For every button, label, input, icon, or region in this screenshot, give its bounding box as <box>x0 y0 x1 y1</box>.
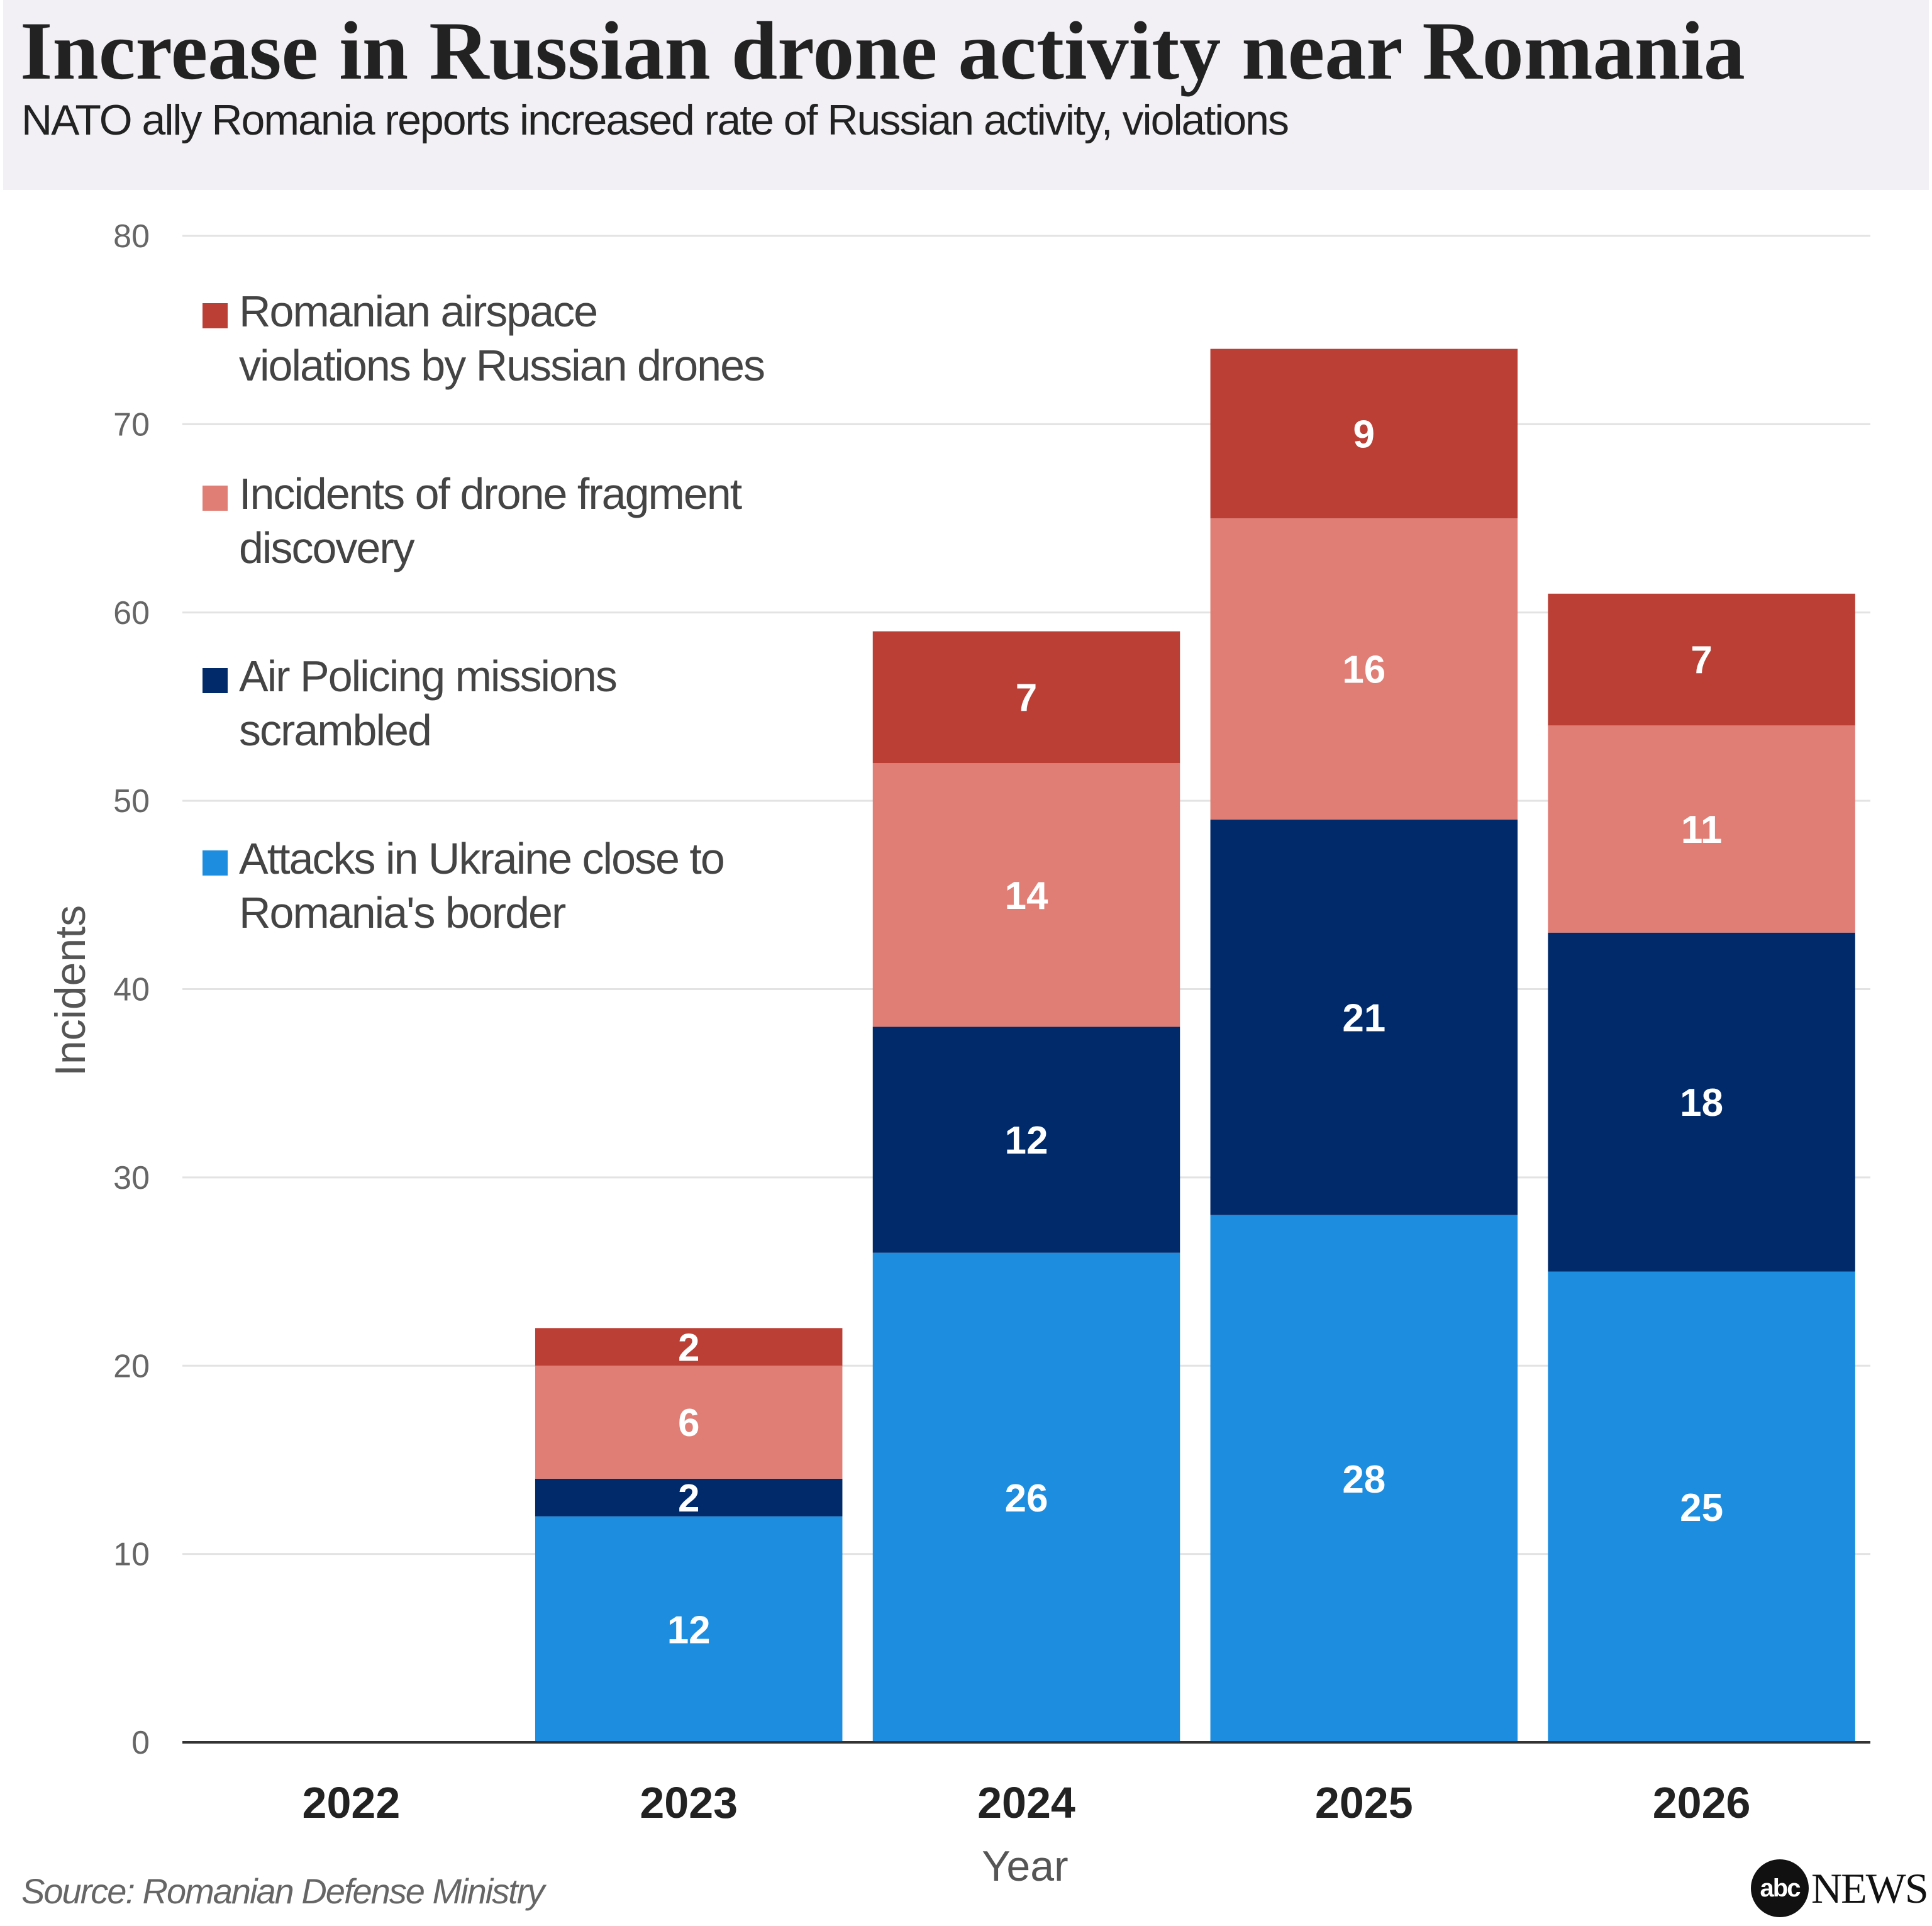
data-label: 2 <box>678 1477 699 1520</box>
legend-swatch <box>203 486 228 511</box>
bars <box>535 348 1855 1742</box>
bar-segment[interactable] <box>1548 593 1855 726</box>
y-tick-label: 70 <box>113 406 150 443</box>
x-tick-label: 2025 <box>1315 1778 1413 1827</box>
legend-item[interactable]: Romanian airspace violations by Russian … <box>203 284 855 392</box>
bar-segment[interactable] <box>1548 1271 1855 1742</box>
data-label: 28 <box>1342 1458 1385 1501</box>
x-tick-label: 2022 <box>303 1778 401 1827</box>
y-tick-label: 40 <box>113 972 150 1008</box>
x-tick-label: 2024 <box>977 1778 1075 1827</box>
bar-segment[interactable] <box>1210 820 1518 1215</box>
y-tick-label: 60 <box>113 595 150 632</box>
bar-segment[interactable] <box>872 1027 1180 1253</box>
x-tick-label: 2026 <box>1653 1778 1751 1827</box>
bar-segment[interactable] <box>1548 932 1855 1272</box>
bar-segment[interactable] <box>1210 348 1518 519</box>
bar-segment[interactable] <box>535 1478 843 1517</box>
legend: Romanian airspace violations by Russian … <box>203 284 855 940</box>
chart-title: Increase in Russian drone activity near … <box>20 4 1745 97</box>
bar-segment[interactable] <box>872 631 1180 764</box>
data-label: 7 <box>1016 676 1037 720</box>
y-tick-label: 20 <box>113 1348 150 1384</box>
data-label: 7 <box>1690 639 1712 682</box>
bar-segment[interactable] <box>1210 518 1518 820</box>
abc-logo-icon: abc <box>1751 1859 1809 1917</box>
y-axis-title: Incidents <box>47 905 94 1076</box>
x-tick-label: 2023 <box>640 1778 738 1827</box>
bar-segment[interactable] <box>535 1516 843 1742</box>
y-tick-label: 80 <box>113 218 150 255</box>
legend-swatch <box>203 668 228 693</box>
abc-news-logo: abc NEWS <box>1751 1859 1929 1917</box>
data-label: 9 <box>1353 413 1375 456</box>
source-note: Source: Romanian Defense Ministry <box>21 1871 545 1911</box>
bar-segment[interactable] <box>535 1366 843 1479</box>
data-label: 18 <box>1680 1081 1723 1125</box>
legend-swatch <box>203 303 228 328</box>
y-tick-label: 10 <box>113 1537 150 1573</box>
data-label: 21 <box>1342 996 1385 1040</box>
header-band <box>3 0 1929 190</box>
bar-segment[interactable] <box>872 1252 1180 1742</box>
bar-segment[interactable] <box>1548 725 1855 933</box>
y-tick-label: 30 <box>113 1160 150 1196</box>
data-label: 16 <box>1342 648 1385 692</box>
logo-wordmark: NEWS <box>1811 1864 1929 1912</box>
legend-label: Air Policing missions scrambled <box>239 652 618 755</box>
data-label: 11 <box>1681 808 1723 852</box>
x-axis-ticks: 2022 2023 2024 2025 2026 <box>303 1778 1751 1827</box>
legend-label: Attacks in Ukraine close to Romania's bo… <box>239 834 725 937</box>
bar-segment[interactable] <box>872 763 1180 1027</box>
data-label: 25 <box>1680 1486 1723 1530</box>
y-tick-label: 50 <box>113 783 150 820</box>
legend-item[interactable]: Attacks in Ukraine close to Romania's bo… <box>203 832 855 940</box>
legend-label: Incidents of drone fragment discovery <box>239 469 742 572</box>
data-label: 12 <box>667 1608 711 1652</box>
legend-swatch <box>203 850 228 876</box>
data-label: 26 <box>1005 1477 1048 1520</box>
x-axis-title: Year <box>982 1842 1068 1890</box>
data-label: 6 <box>678 1401 699 1445</box>
legend-item[interactable]: Incidents of drone fragment discovery <box>203 467 855 575</box>
chart-subtitle: NATO ally Romania reports increased rate… <box>21 96 1289 144</box>
data-label: 12 <box>1005 1119 1048 1162</box>
legend-label: Romanian airspace violations by Russian … <box>239 287 765 390</box>
data-label: 14 <box>1005 874 1048 918</box>
y-axis-ticks: 0 10 20 30 40 50 60 70 80 <box>113 218 150 1761</box>
bar-segment[interactable] <box>1210 1215 1518 1742</box>
bar-segment[interactable] <box>535 1328 843 1366</box>
legend-item[interactable]: Air Policing missions scrambled <box>203 649 855 757</box>
y-tick-label: 0 <box>131 1725 150 1761</box>
data-label: 2 <box>678 1326 699 1369</box>
